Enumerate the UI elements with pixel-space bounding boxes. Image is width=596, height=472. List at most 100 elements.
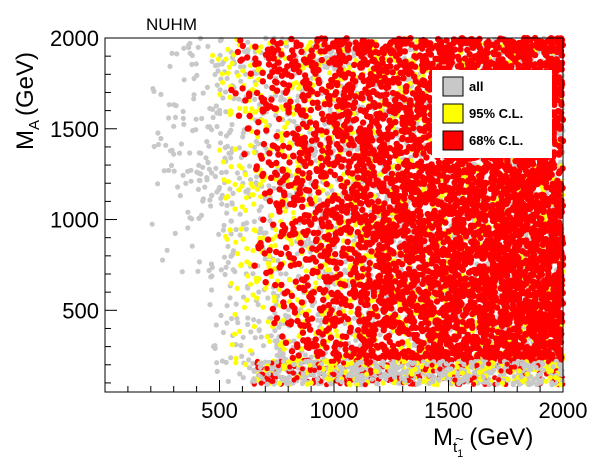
- point-95cl: [289, 240, 295, 246]
- point-95cl: [232, 331, 238, 337]
- point-all: [262, 256, 268, 262]
- point-all: [212, 345, 218, 351]
- point-all: [206, 143, 212, 149]
- point-all: [240, 334, 246, 340]
- point-95cl: [238, 226, 244, 232]
- point-all: [209, 106, 216, 112]
- point-all: [223, 133, 230, 139]
- point-all: [212, 71, 218, 78]
- point-95cl: [325, 294, 331, 300]
- point-95cl: [267, 338, 273, 344]
- point-all: [214, 360, 220, 366]
- point-all: [204, 84, 210, 90]
- point-all: [315, 317, 321, 323]
- point-all: [240, 221, 246, 227]
- point-all: [206, 166, 212, 172]
- point-95cl: [221, 177, 227, 183]
- point-all: [250, 360, 256, 366]
- point-all: [210, 114, 216, 121]
- point-all: [240, 375, 246, 381]
- point-all: [198, 150, 204, 156]
- point-all: [324, 64, 330, 70]
- point-all: [221, 254, 228, 260]
- point-all: [228, 155, 234, 161]
- point-all: [218, 130, 224, 137]
- point-all: [219, 201, 225, 207]
- point-all: [407, 47, 413, 53]
- point-95cl: [233, 239, 239, 245]
- point-95cl: [244, 259, 250, 265]
- point-all: [272, 328, 278, 334]
- point-95cl: [439, 193, 445, 199]
- point-all: [247, 163, 253, 169]
- point-all: [238, 78, 244, 84]
- point-95cl: [282, 208, 288, 214]
- point-95cl: [250, 248, 256, 254]
- point-95cl: [253, 82, 259, 88]
- point-all: [246, 365, 253, 371]
- point-all: [234, 315, 240, 322]
- point-all: [332, 66, 338, 72]
- point-95cl: [238, 261, 244, 268]
- point-all: [221, 222, 227, 228]
- point-95cl: [326, 267, 332, 273]
- point-all: [224, 202, 230, 209]
- point-95cl: [250, 192, 256, 198]
- point-95cl: [273, 227, 279, 233]
- point-all: [342, 320, 348, 327]
- point-all: [256, 328, 262, 334]
- point-all: [209, 192, 215, 198]
- point-all: [224, 143, 230, 149]
- point-95cl: [347, 64, 353, 70]
- point-95cl: [348, 309, 354, 315]
- point-95cl: [264, 334, 270, 340]
- point-all: [233, 301, 239, 307]
- point-95cl: [227, 94, 233, 100]
- point-all: [209, 170, 215, 176]
- point-all: [342, 267, 348, 273]
- point-all: [237, 232, 243, 238]
- point-68cl: [234, 48, 242, 56]
- point-all: [278, 94, 284, 100]
- point-68cl: [318, 56, 325, 64]
- point-95cl: [282, 124, 288, 130]
- point-all: [251, 218, 257, 225]
- point-95cl: [219, 71, 225, 77]
- point-95cl: [406, 341, 412, 347]
- point-95cl: [241, 304, 248, 310]
- point-95cl: [233, 355, 239, 361]
- point-95cl: [234, 285, 240, 291]
- point-95cl: [263, 285, 269, 291]
- point-all: [245, 321, 251, 327]
- point-68cl: [275, 151, 282, 158]
- point-95cl: [313, 280, 319, 286]
- point-all: [253, 71, 259, 77]
- point-all: [202, 184, 208, 190]
- point-68cl: [307, 159, 314, 166]
- point-all: [216, 231, 222, 237]
- point-95cl: [265, 319, 271, 325]
- point-95cl: [217, 91, 223, 97]
- point-95cl: [326, 70, 332, 76]
- point-95cl: [242, 171, 248, 178]
- point-95cl: [255, 67, 261, 73]
- point-all: [229, 121, 235, 128]
- point-all: [203, 155, 209, 161]
- point-all: [255, 141, 262, 147]
- point-all: [277, 353, 283, 359]
- point-68cl: [405, 265, 413, 273]
- point-68cl: [388, 170, 396, 177]
- point-all: [235, 320, 241, 326]
- point-all: [309, 302, 315, 308]
- point-all: [237, 371, 243, 377]
- point-95cl: [279, 342, 285, 348]
- point-all: [342, 259, 348, 265]
- point-95cl: [258, 44, 264, 50]
- point-all: [294, 98, 300, 104]
- point-95cl: [227, 111, 233, 117]
- point-68cl: [319, 147, 326, 154]
- point-all: [243, 226, 249, 232]
- point-95cl: [248, 281, 254, 287]
- point-95cl: [351, 111, 357, 117]
- point-all: [238, 342, 244, 349]
